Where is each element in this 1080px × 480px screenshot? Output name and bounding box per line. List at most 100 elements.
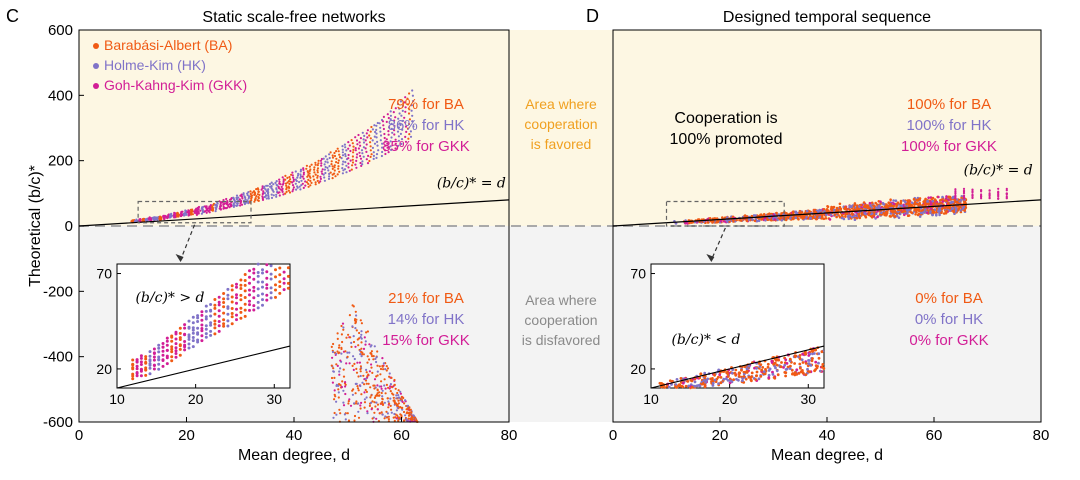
- data-point-hk: [327, 169, 330, 172]
- data-point-ba: [337, 150, 340, 153]
- data-point-ba: [855, 216, 859, 220]
- data-point-gkk: [354, 136, 357, 139]
- data-point-hk: [361, 381, 364, 384]
- data-point-ba: [371, 400, 374, 403]
- data-point-hk: [326, 161, 329, 164]
- data-point-ba: [369, 141, 372, 144]
- inset-point-gkk: [235, 293, 238, 297]
- data-point-gkk: [226, 200, 229, 203]
- data-point-ba: [348, 314, 351, 317]
- data-point-ba: [824, 217, 828, 220]
- data-point-gkk: [366, 129, 369, 132]
- data-point-gkk: [356, 361, 359, 364]
- data-point-ba: [333, 166, 336, 169]
- data-point-ba: [766, 218, 770, 221]
- inset-point-gkk: [183, 332, 187, 336]
- data-point-gkk: [376, 384, 379, 387]
- data-point-ba: [905, 202, 908, 206]
- data-point-hk: [268, 182, 272, 186]
- y-tick-label: -200: [43, 283, 73, 300]
- data-point-hk: [328, 165, 331, 168]
- data-point-gkk: [404, 106, 407, 109]
- data-point-hk: [832, 208, 836, 212]
- data-point-hk: [931, 200, 935, 203]
- data-point-gkk: [260, 188, 263, 191]
- data-point-ba: [370, 366, 373, 369]
- data-point-ba: [349, 336, 352, 339]
- inset-point-ba: [684, 384, 688, 388]
- data-point-ba: [331, 154, 334, 157]
- inset-point-hk: [261, 292, 264, 296]
- inset-point-ba: [784, 371, 788, 375]
- data-point-hk: [375, 128, 378, 131]
- data-point-ba: [359, 319, 362, 322]
- middle-favored-line-2: cooperation: [524, 116, 597, 132]
- data-point-hk: [390, 148, 393, 151]
- inset-point-hk: [226, 324, 230, 328]
- data-point-hk: [373, 135, 376, 138]
- data-point-gkk: [386, 113, 389, 116]
- data-point-ba: [369, 386, 372, 389]
- data-point-ba: [359, 368, 362, 371]
- data-point-hk: [853, 218, 857, 221]
- inset-point-ba: [734, 368, 738, 372]
- data-point-gkk: [281, 176, 284, 179]
- data-point-gkk: [355, 166, 358, 169]
- data-point-ba: [397, 389, 400, 392]
- data-point-ba: [333, 393, 336, 396]
- data-point-hk: [357, 410, 360, 413]
- data-point-hk: [348, 351, 351, 354]
- data-point-hk: [232, 196, 235, 199]
- data-point-hk: [903, 200, 907, 203]
- data-point-hk: [359, 374, 362, 378]
- y-tick-label: -400: [43, 349, 73, 366]
- inset-point-ba: [286, 281, 290, 285]
- inset-point-hk: [157, 346, 161, 350]
- data-point-ba: [316, 176, 319, 179]
- data-point-hk: [335, 413, 338, 416]
- data-point-hk: [298, 185, 301, 188]
- data-point-hk: [926, 200, 929, 203]
- inset-point-gkk: [248, 275, 251, 279]
- data-point-ba: [408, 118, 411, 121]
- inset-point-ba: [230, 312, 234, 315]
- data-point-hk: [938, 213, 941, 217]
- data-point-hk: [154, 216, 157, 219]
- inset-point-gkk: [152, 367, 156, 371]
- inset-point-hk: [196, 316, 200, 320]
- data-point-gkk: [370, 408, 373, 411]
- data-point-hk: [404, 399, 407, 402]
- data-point-ba: [779, 216, 783, 219]
- data-point-hk: [389, 383, 392, 386]
- data-point-ba: [308, 175, 311, 178]
- data-point-hk: [376, 121, 379, 125]
- data-point-hk: [399, 100, 402, 103]
- data-point-gkk: [139, 218, 142, 221]
- data-point-hk: [341, 172, 344, 175]
- data-point-ba: [385, 410, 388, 413]
- data-point-hk: [299, 175, 302, 178]
- data-point-hk: [931, 213, 934, 217]
- data-point-ba: [396, 404, 399, 407]
- legend-label-gkk: Goh-Kahng-Kim (GKK): [104, 77, 247, 93]
- data-point-hk: [370, 401, 373, 404]
- data-point-hk: [379, 134, 383, 137]
- inset-point-gkk: [165, 354, 169, 358]
- data-point-gkk: [319, 159, 323, 162]
- data-point-ba: [336, 332, 339, 335]
- inset-point-ba: [178, 336, 182, 340]
- data-point-gkk: [291, 171, 294, 174]
- data-point-hk: [265, 184, 268, 187]
- data-point-ba: [949, 198, 952, 201]
- data-point-gkk: [342, 404, 346, 407]
- inset-point-ba: [239, 293, 243, 297]
- data-point-ba: [362, 374, 365, 377]
- data-point-gkk: [348, 398, 351, 401]
- data-point-ba: [407, 112, 411, 115]
- data-point-gkk: [291, 181, 294, 184]
- data-point-ba: [255, 188, 258, 191]
- data-point-hk: [794, 216, 798, 220]
- data-point-ba: [307, 174, 310, 177]
- data-point-hk: [235, 194, 239, 197]
- data-point-hk: [374, 357, 377, 360]
